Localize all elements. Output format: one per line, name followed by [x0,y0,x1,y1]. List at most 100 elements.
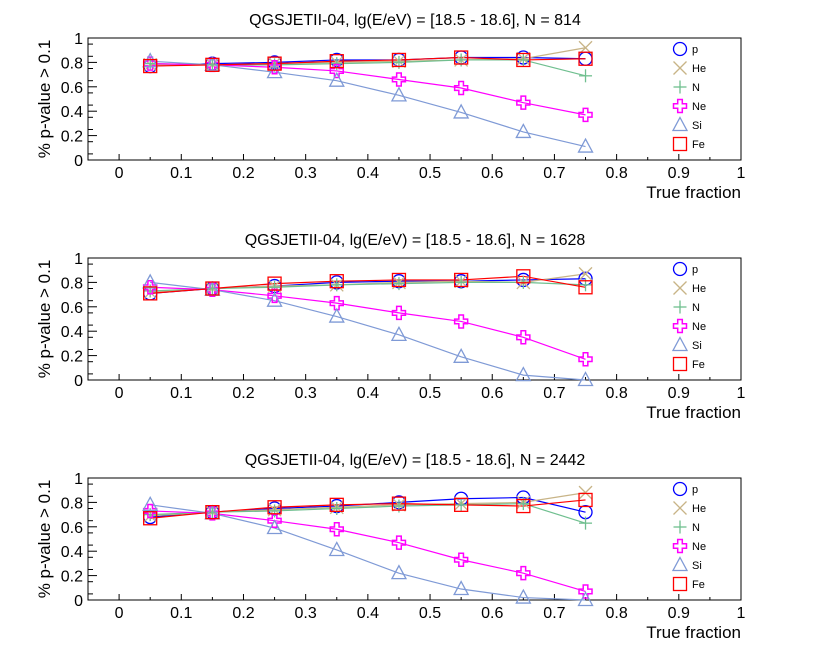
y-tick-label: 0.4 [61,104,83,121]
series-line-p [150,56,586,67]
point-Fe [391,496,407,511]
point-N [205,505,219,519]
point-Si [328,541,345,557]
legend-marker-p [672,261,688,277]
x-tick-label: 0 [115,385,124,402]
legend-label-p: p [692,484,698,496]
y-axis-label: % p-value > 0.1 [35,260,54,379]
point-N [454,498,468,512]
point-Si [577,591,594,607]
point-Si [453,580,470,596]
y-tick-label: 0.8 [61,495,83,512]
series-line-Fe [150,56,586,67]
point-Fe [267,500,282,515]
x-tick-label: 0.7 [543,385,565,402]
legend-label-He: He [692,63,706,75]
point-Fe [453,272,469,288]
point-Ne [267,513,282,528]
point-Ne [142,280,158,295]
x-tick-label: 0.9 [668,385,690,402]
point-Si [204,55,221,71]
legend: p He N Ne Si Fe [671,261,706,372]
x-tick-label: 0.9 [668,605,690,622]
legend-marker-Ne [672,318,688,334]
point-Fe [516,52,531,68]
x-tick-label: 0.8 [605,165,627,182]
legend-label-Fe: Fe [692,139,705,151]
point-N [516,53,530,67]
point-He [578,485,593,500]
point-Fe [329,54,344,69]
legend-marker-He [673,61,687,75]
x-tick-label: 0.8 [605,605,627,622]
x-tick-label: 0.8 [605,385,627,402]
panel-title: QGSJETII-04, lg(E/eV) = [18.5 - 18.6], N… [245,452,586,469]
x-tick-label: 0.2 [232,385,254,402]
point-Fe [143,286,158,301]
x-tick-label: 0.7 [543,605,565,622]
point-Si [266,291,283,307]
y-tick-label: 0.8 [61,275,83,292]
point-N [392,277,406,291]
plot-frame [87,37,742,161]
x-tick-label: 0.1 [170,605,192,622]
y-tick-label: 0.2 [61,129,83,146]
point-N [579,516,593,530]
point-Fe [516,498,531,514]
x-tick-label: 0.6 [481,605,503,622]
series-lines [150,492,586,601]
point-Fe [578,280,593,295]
point-Si [328,307,345,323]
y-tick-label: 0.2 [61,349,83,366]
y-tick-label: 1 [74,31,83,48]
legend-marker-He [673,281,687,295]
point-Si [453,347,470,363]
point-Ne [578,107,593,123]
legend-marker-p [672,481,688,497]
point-Fe [205,57,220,72]
legend-marker-Ne [672,538,688,554]
series-line-Fe [150,499,586,519]
x-tick-label: 1 [737,165,746,182]
panel-2: QGSJETII-04, lg(E/eV) = [18.5 - 18.6], N… [35,232,746,422]
legend: p He N Ne Si Fe [671,481,706,592]
series-line-N [150,281,586,292]
x-tick-label: 0.5 [419,165,441,182]
point-Ne [329,521,345,537]
legend: p He N Ne Si Fe [671,41,706,152]
x-tick-label: 0.5 [419,605,441,622]
series-line-Si [150,60,586,148]
point-Si [390,86,408,102]
point-Ne [391,305,407,321]
point-N [268,504,282,518]
point-N [268,280,282,294]
y-tick-label: 0 [74,153,83,170]
legend-label-N: N [692,522,700,534]
point-Ne [329,295,345,311]
x-tick-label: 0.2 [232,165,254,182]
point-Si [390,325,408,342]
y-tick-label: 0.6 [61,80,83,97]
x-tick-label: 0.4 [357,385,379,402]
point-N [330,502,344,515]
x-tick-label: 0 [115,605,124,622]
point-Si [577,371,594,387]
axis-ticks: 0 0.1 0.2 0.3 0.4 0.5 0.6 0.7 0.8 0.9 1 0 0.2 0.4 0.6 0… [61,31,746,182]
y-tick-label: 0 [74,373,83,390]
point-Fe [143,58,158,74]
legend-label-p: p [692,44,698,56]
point-Fe [205,505,220,520]
panel-3: QGSJETII-04, lg(E/eV) = [18.5 - 18.6], N… [35,452,746,642]
plot-frame [87,257,742,381]
legend-marker-Si [671,116,689,132]
point-N [579,69,593,83]
x-axis-label: True fraction [646,623,741,642]
plot-frame [87,477,742,601]
legend-marker-Fe [672,356,688,372]
series-lines [150,47,586,148]
point-Si [515,366,532,382]
point-Si [266,63,283,79]
legend-label-Ne: Ne [692,101,706,113]
point-Ne [516,330,531,345]
